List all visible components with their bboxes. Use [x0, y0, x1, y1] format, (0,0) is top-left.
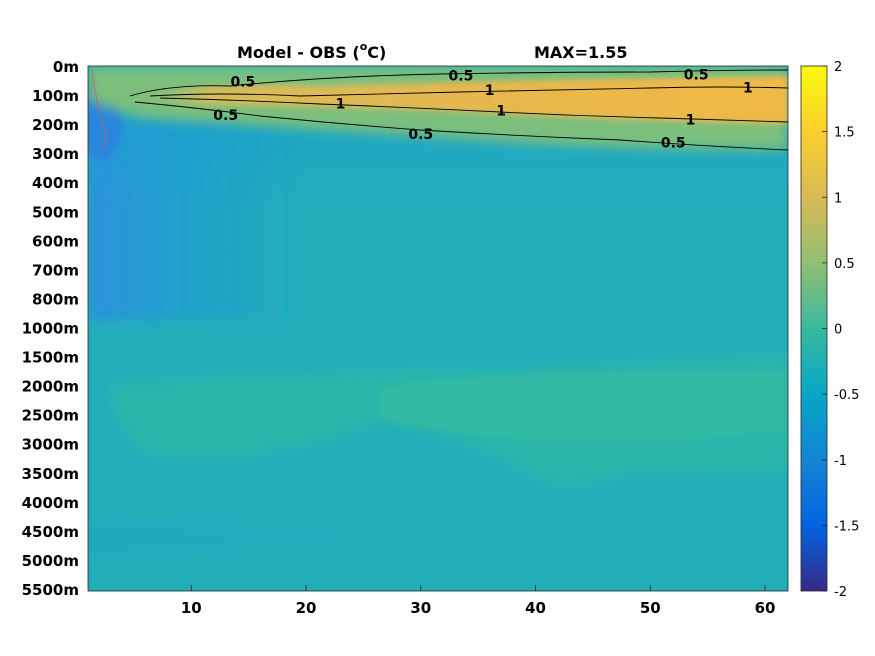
- plot-frame: [87, 65, 789, 592]
- deep-warm-core: [380, 372, 788, 440]
- y-axis-ticks: 0m 100m 200m 300m 400m 500m 600m 700m 800m 1000m 1…: [22, 58, 79, 599]
- y-tick-label: 3000m: [22, 436, 79, 454]
- title-main: Model - OBS (: [237, 43, 360, 62]
- y-tick-label: 300m: [32, 145, 79, 163]
- y-tick-label: 5000m: [22, 552, 79, 570]
- y-tick-label: 800m: [32, 290, 79, 308]
- y-tick-label: 400m: [32, 174, 79, 192]
- y-tick-label: 3500m: [22, 465, 79, 483]
- bottom-cool-wedge: [88, 520, 350, 560]
- title-degree: o: [360, 40, 368, 53]
- x-tick-label: 40: [525, 599, 546, 617]
- colorbar-tick-label: -0.5: [834, 388, 859, 403]
- y-tick-label: 2500m: [22, 407, 79, 425]
- x-tick-label: 10: [181, 599, 202, 617]
- contour-1-upper: [149, 86, 788, 97]
- contour-label: 0.5: [231, 75, 256, 91]
- contour-label: 1: [336, 96, 346, 112]
- colorbar-tick-label: 0.5: [834, 257, 855, 272]
- y-tick-label: 0m: [53, 58, 79, 76]
- contour-0.5-upper: [129, 69, 788, 97]
- colorbar-tick-label: -1.5: [834, 519, 859, 534]
- x-tick-label: 60: [755, 599, 776, 617]
- contour-label: 0.5: [213, 108, 238, 124]
- colorbar-tick-label: 1: [834, 191, 842, 206]
- contour-1-lower: [159, 97, 788, 123]
- contour-neg-1: [91, 69, 107, 149]
- y-tick-label: 1000m: [22, 320, 79, 338]
- y-tick-label: 100m: [32, 87, 79, 105]
- warm-core: [130, 76, 788, 124]
- contour-label: 1: [686, 112, 696, 128]
- y-tick-label: 5500m: [22, 581, 79, 599]
- x-tick-label: 50: [640, 599, 661, 617]
- contour-labels: 0.5 0.5 0.51 11 110.50.50.5: [213, 67, 752, 151]
- contour-lines: [129, 69, 788, 151]
- colorbar-ticks: 2 1.5 1 0.5 0 -0.5 -1 -1.5 -2: [822, 60, 859, 600]
- y-tick-label: 4000m: [22, 494, 79, 512]
- contour-negative: [91, 69, 107, 149]
- y-tick-label: 2000m: [22, 378, 79, 396]
- contour-label: 1: [485, 83, 495, 99]
- colorbar-tick-label: 1.5: [834, 126, 855, 141]
- title-unit: C): [367, 43, 386, 62]
- x-tick-label: 20: [296, 599, 317, 617]
- y-tick-label: 4500m: [22, 523, 79, 541]
- x-tick-label: 30: [410, 599, 431, 617]
- contour-label: 0.5: [408, 127, 433, 143]
- colorbar-tick-label: -1: [834, 454, 847, 469]
- contour-label: 1: [743, 80, 753, 96]
- contour-label: 0.5: [684, 67, 709, 83]
- contour-label: 0.5: [449, 69, 474, 85]
- y-tick-label: 700m: [32, 261, 79, 279]
- y-tick-label: 1500m: [22, 349, 79, 367]
- colorbar-tick-label: 0: [834, 323, 842, 338]
- contour-0.5-lower: [134, 101, 788, 151]
- y-tick-label: 200m: [32, 116, 79, 134]
- contour-label: 1: [496, 104, 506, 120]
- colorbar-tick-label: 2: [834, 60, 842, 75]
- y-tick-label: 600m: [32, 232, 79, 250]
- y-tick-label: 500m: [32, 203, 79, 221]
- contour-label: 0.5: [661, 136, 686, 152]
- heatmap-field: [88, 66, 788, 591]
- x-axis-ticks: 10 20 30 40 50 60: [181, 585, 776, 617]
- colorbar-tick-label: -2: [834, 585, 847, 600]
- max-annotation: MAX=1.55: [534, 43, 628, 62]
- chart-title: Model - OBS (oC): [237, 40, 386, 62]
